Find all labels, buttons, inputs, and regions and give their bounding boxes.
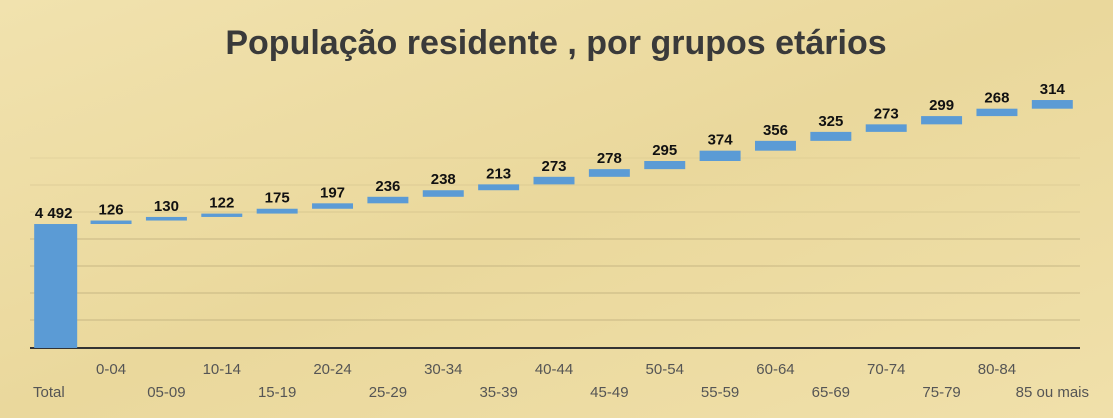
value-label: 197 bbox=[320, 184, 345, 201]
x-tick-label: 05-09 bbox=[147, 384, 185, 401]
bar bbox=[367, 196, 409, 204]
bar bbox=[145, 216, 187, 221]
bar bbox=[644, 161, 686, 170]
value-label: 4 492 bbox=[35, 205, 73, 222]
value-label: 126 bbox=[99, 202, 124, 219]
x-tick-label: 50-54 bbox=[646, 361, 684, 378]
value-label: 356 bbox=[763, 122, 788, 139]
bar bbox=[90, 220, 132, 225]
value-label: 175 bbox=[265, 190, 290, 207]
x-tick-label: 55-59 bbox=[701, 384, 739, 401]
chart-title: População residente , por grupos etários bbox=[225, 24, 886, 62]
x-tick-label: 20-24 bbox=[313, 361, 351, 378]
value-label: 273 bbox=[874, 105, 899, 122]
value-label: 278 bbox=[597, 150, 622, 167]
x-tick-label: 0-04 bbox=[96, 361, 126, 378]
bar bbox=[588, 169, 630, 177]
x-tick-label: 75-79 bbox=[922, 384, 960, 401]
x-tick-label: 30-34 bbox=[424, 361, 462, 378]
value-label: 130 bbox=[154, 198, 179, 215]
bar bbox=[533, 176, 575, 185]
grid bbox=[30, 157, 1080, 321]
bar bbox=[699, 150, 741, 162]
x-tick-label: 65-69 bbox=[812, 384, 850, 401]
value-label: 236 bbox=[375, 178, 400, 195]
value-label: 238 bbox=[431, 171, 456, 188]
bar bbox=[754, 140, 796, 151]
bar bbox=[1031, 100, 1073, 109]
x-tick-label: 60-64 bbox=[756, 361, 794, 378]
bar bbox=[478, 184, 520, 191]
value-label: 273 bbox=[541, 158, 566, 175]
bar bbox=[201, 213, 243, 217]
bar bbox=[312, 203, 354, 209]
x-tick-label: 10-14 bbox=[203, 361, 241, 378]
bar bbox=[256, 208, 298, 214]
bar bbox=[976, 108, 1018, 117]
bar bbox=[34, 224, 78, 348]
value-label: 325 bbox=[818, 113, 843, 130]
x-tick-label: 40-44 bbox=[535, 361, 573, 378]
x-tick-label: 80-84 bbox=[978, 361, 1016, 378]
bar bbox=[865, 124, 907, 132]
x-tick-label: 25-29 bbox=[369, 384, 407, 401]
value-label: 314 bbox=[1040, 81, 1066, 98]
value-label: 299 bbox=[929, 97, 954, 114]
bar bbox=[921, 116, 963, 125]
value-label: 295 bbox=[652, 142, 677, 159]
bar bbox=[810, 131, 852, 141]
bar bbox=[422, 190, 464, 197]
x-tick-label: 45-49 bbox=[590, 384, 628, 401]
value-label: 268 bbox=[984, 90, 1009, 107]
x-tick-label: 70-74 bbox=[867, 361, 905, 378]
value-label: 213 bbox=[486, 165, 511, 182]
x-tick-label: Total bbox=[33, 384, 65, 401]
value-label: 122 bbox=[209, 195, 234, 212]
x-tick-label: 85 ou mais bbox=[1016, 384, 1089, 401]
x-tick-label: 35-39 bbox=[479, 384, 517, 401]
value-label: 374 bbox=[708, 132, 734, 149]
x-tick-label: 15-19 bbox=[258, 384, 296, 401]
